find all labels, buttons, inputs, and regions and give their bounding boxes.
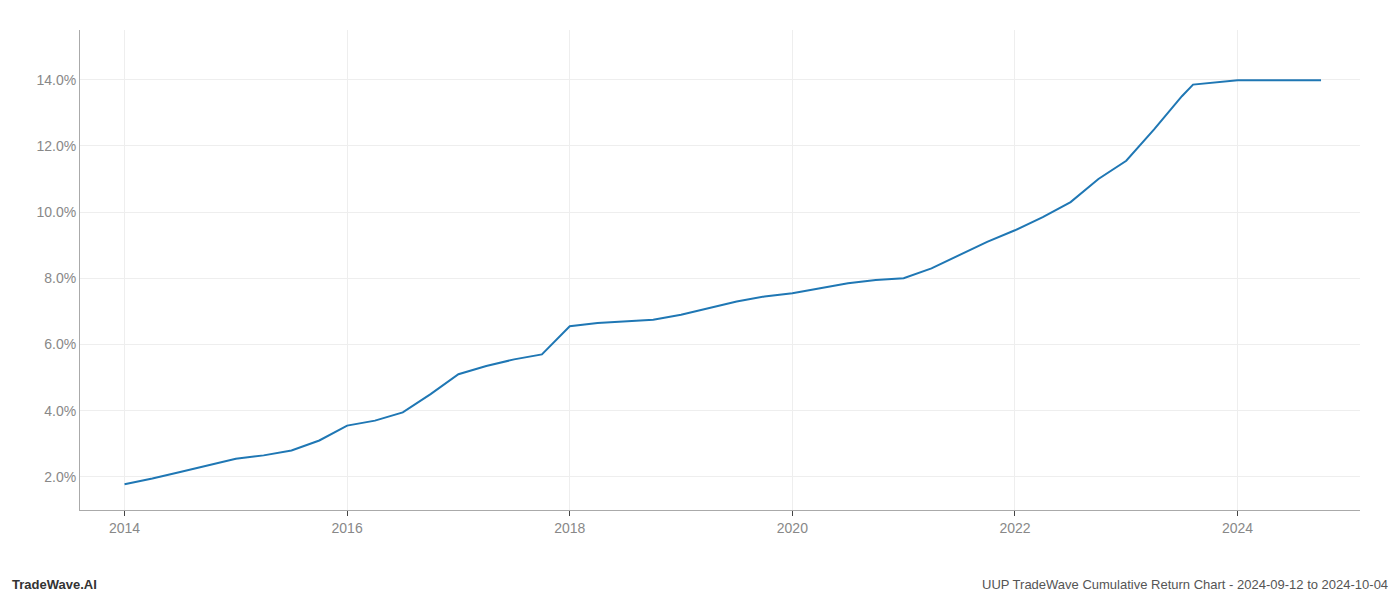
svg-text:2014: 2014 bbox=[109, 520, 140, 536]
svg-text:2018: 2018 bbox=[554, 520, 585, 536]
svg-text:4.0%: 4.0% bbox=[44, 403, 76, 419]
svg-text:2.0%: 2.0% bbox=[44, 469, 76, 485]
svg-text:10.0%: 10.0% bbox=[36, 204, 76, 220]
svg-text:2020: 2020 bbox=[777, 520, 808, 536]
svg-text:6.0%: 6.0% bbox=[44, 336, 76, 352]
svg-text:12.0%: 12.0% bbox=[36, 138, 76, 154]
svg-text:8.0%: 8.0% bbox=[44, 270, 76, 286]
svg-text:UUP TradeWave Cumulative Retur: UUP TradeWave Cumulative Return Chart - … bbox=[982, 577, 1388, 592]
svg-text:2024: 2024 bbox=[1222, 520, 1253, 536]
svg-text:2022: 2022 bbox=[999, 520, 1030, 536]
svg-text:14.0%: 14.0% bbox=[36, 72, 76, 88]
svg-text:2016: 2016 bbox=[332, 520, 363, 536]
svg-text:TradeWave.AI: TradeWave.AI bbox=[12, 577, 97, 592]
